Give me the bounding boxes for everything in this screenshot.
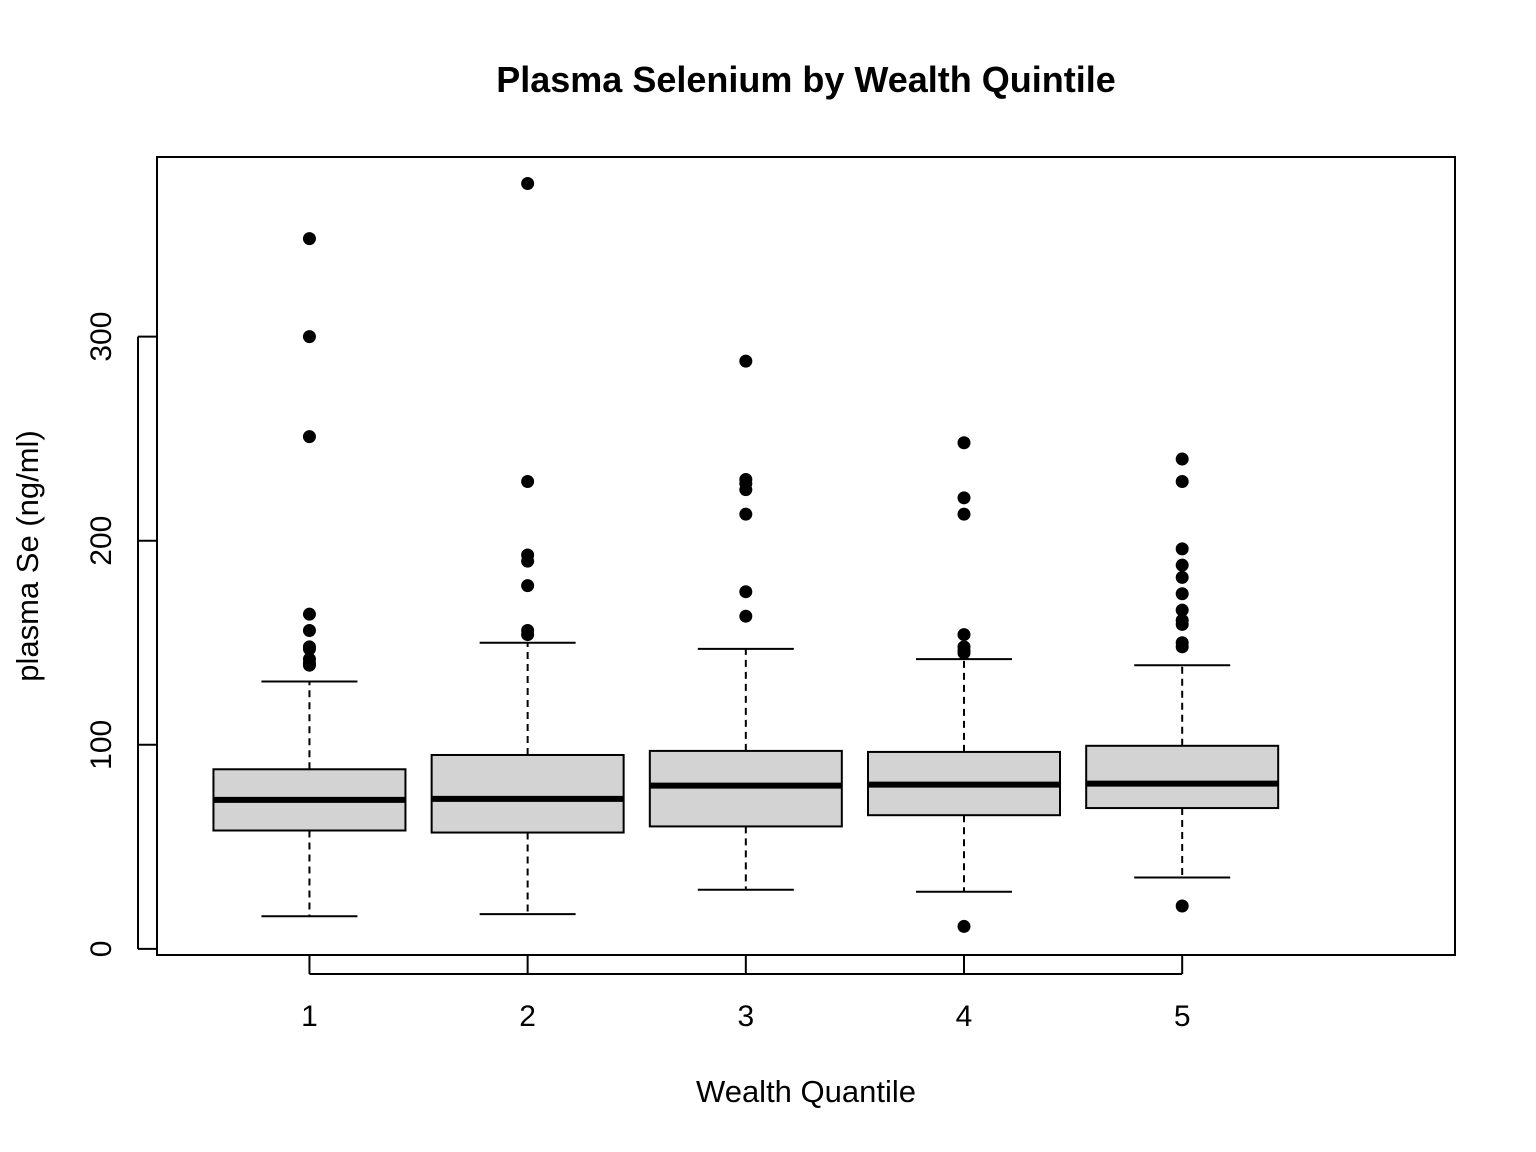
outlier-point (1175, 617, 1189, 631)
outlier-point (1175, 475, 1189, 489)
outlier-point (302, 330, 316, 344)
outlier-point (302, 642, 316, 656)
outlier-point (302, 607, 316, 621)
outlier-point (1175, 587, 1189, 601)
outlier-point (957, 919, 971, 933)
box-group-1 (212, 680, 407, 918)
x-axis-label: Wealth Quantile (696, 1074, 916, 1109)
outlier-point (1175, 640, 1189, 654)
box-group-5 (1085, 664, 1280, 879)
box-iqr-2 (430, 753, 625, 834)
x-tick-label: 4 (956, 1000, 973, 1033)
outlier-point (739, 585, 753, 599)
outlier-point (302, 232, 316, 246)
box-iqr-3 (648, 749, 843, 828)
chart-title: Plasma Selenium by Wealth Quintile (496, 59, 1116, 100)
outlier-point (739, 354, 753, 368)
outlier-point (521, 554, 535, 568)
x-tick-label: 1 (301, 1000, 318, 1033)
y-tick-label: 0 (85, 941, 118, 958)
outlier-point (1175, 542, 1189, 556)
y-tick-label: 100 (85, 720, 118, 770)
x-tick-label: 5 (1174, 1000, 1191, 1033)
outlier-point (302, 658, 316, 672)
outlier-point (957, 491, 971, 505)
outlier-point (1175, 558, 1189, 572)
outlier-point (739, 609, 753, 623)
x-axis: 1 2 3 4 5 (301, 955, 1191, 1033)
outlier-point (302, 430, 316, 444)
outlier-point (521, 475, 535, 489)
outlier-point (739, 507, 753, 521)
outliers-layer (302, 177, 1189, 933)
box-group-2 (430, 641, 625, 916)
outlier-point (957, 436, 971, 450)
y-axis-label: plasma Se (ng/ml) (10, 430, 45, 682)
outlier-point (302, 623, 316, 637)
outlier-point (957, 507, 971, 521)
outlier-point (1175, 570, 1189, 584)
outlier-point (1175, 899, 1189, 913)
outlier-point (739, 483, 753, 497)
y-axis: 0 100 200 300 (85, 312, 157, 958)
outlier-point (957, 628, 971, 642)
outlier-point (1175, 603, 1189, 617)
y-tick-label: 200 (85, 516, 118, 566)
box-iqr-5 (1085, 744, 1280, 810)
outlier-point (521, 579, 535, 593)
outlier-point (521, 628, 535, 642)
y-tick-label: 300 (85, 312, 118, 362)
boxes-layer (212, 641, 1280, 918)
plot-frame (156, 156, 1456, 956)
box-group-3 (648, 647, 843, 891)
x-tick-label: 3 (737, 1000, 754, 1033)
box-group-4 (867, 658, 1062, 893)
outlier-point (1175, 452, 1189, 466)
x-tick-label: 2 (519, 1000, 536, 1033)
outlier-point (521, 177, 535, 191)
outlier-point (957, 646, 971, 660)
